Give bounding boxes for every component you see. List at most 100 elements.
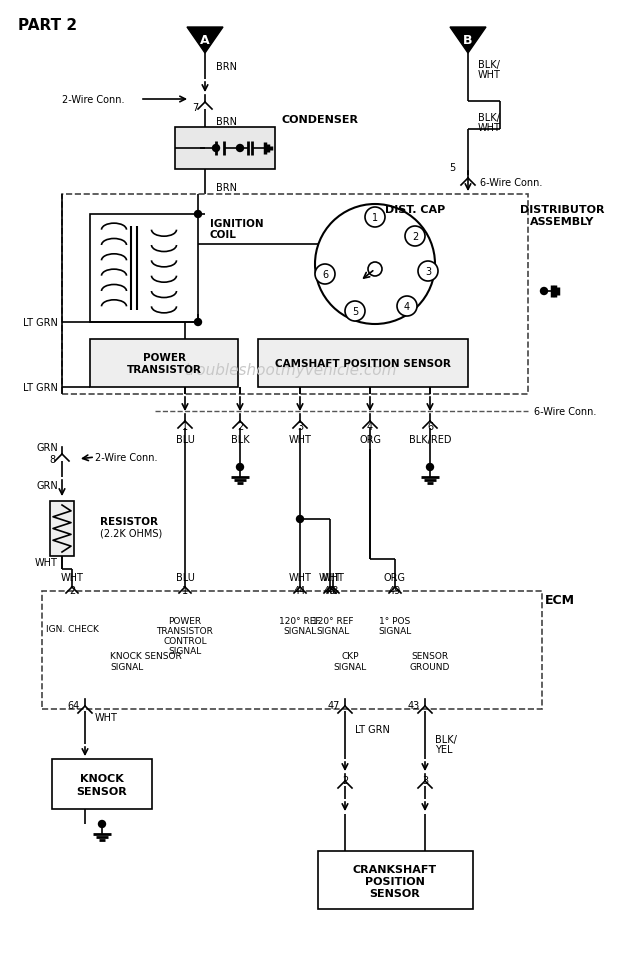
Text: CAMSHAFT POSITION SENSOR: CAMSHAFT POSITION SENSOR — [275, 359, 451, 368]
Text: BLU: BLU — [176, 434, 195, 445]
Circle shape — [213, 145, 219, 152]
Text: WHT: WHT — [35, 557, 58, 568]
Text: POWER: POWER — [169, 617, 201, 626]
Bar — [258, 340, 468, 388]
Text: PART 2: PART 2 — [18, 18, 77, 33]
Circle shape — [541, 288, 548, 296]
Text: BLK/: BLK/ — [435, 735, 457, 744]
Text: YEL: YEL — [435, 744, 452, 754]
Text: 120° REF: 120° REF — [279, 617, 321, 626]
Text: troubleshootmyvehicle.com: troubleshootmyvehicle.com — [184, 362, 396, 377]
Text: 2: 2 — [69, 585, 75, 595]
Bar — [42, 591, 542, 709]
Text: DIST. CAP: DIST. CAP — [385, 204, 445, 215]
Text: 6: 6 — [427, 422, 433, 431]
Text: WHT: WHT — [318, 573, 341, 582]
Text: 5: 5 — [352, 306, 358, 317]
Text: CRANKSHAFT: CRANKSHAFT — [353, 864, 437, 874]
Text: 2: 2 — [237, 422, 243, 431]
Text: ASSEMBLY: ASSEMBLY — [530, 217, 594, 227]
Text: 2: 2 — [342, 775, 348, 785]
Circle shape — [315, 265, 335, 285]
Circle shape — [405, 227, 425, 247]
Bar — [52, 760, 152, 809]
Text: CKP
SIGNAL: CKP SIGNAL — [333, 651, 366, 671]
Text: WHT: WHT — [95, 712, 118, 722]
Text: TRANSISTOR: TRANSISTOR — [156, 627, 213, 636]
Text: SIGNAL: SIGNAL — [284, 627, 316, 636]
Text: BLK/: BLK/ — [478, 60, 500, 70]
Text: 6: 6 — [322, 269, 328, 280]
Text: TRANSISTOR: TRANSISTOR — [127, 364, 201, 375]
Text: LT GRN: LT GRN — [23, 318, 58, 328]
Text: WHT: WHT — [321, 573, 344, 582]
Text: 44: 44 — [294, 585, 306, 595]
Bar — [90, 340, 238, 388]
Text: RESISTOR: RESISTOR — [100, 516, 158, 526]
Text: 2-Wire Conn.: 2-Wire Conn. — [62, 95, 124, 105]
Text: POSITION: POSITION — [365, 876, 425, 886]
Text: 1: 1 — [182, 585, 188, 595]
Circle shape — [237, 464, 243, 471]
Text: 49: 49 — [389, 585, 401, 595]
Text: 1° POS: 1° POS — [379, 617, 410, 626]
Text: 8: 8 — [50, 454, 56, 464]
Text: 2: 2 — [412, 232, 418, 241]
Text: WHT: WHT — [61, 573, 83, 582]
Text: WHT: WHT — [289, 434, 311, 445]
Text: SENSOR
GROUND: SENSOR GROUND — [410, 651, 450, 671]
Text: 120° REF: 120° REF — [312, 617, 353, 626]
Circle shape — [297, 516, 303, 523]
Circle shape — [418, 262, 438, 282]
Text: 4: 4 — [404, 301, 410, 312]
Text: COIL: COIL — [210, 230, 237, 239]
Text: 6-Wire Conn.: 6-Wire Conn. — [534, 407, 596, 417]
Text: CONDENSER: CONDENSER — [282, 115, 359, 125]
Text: BRN: BRN — [216, 62, 237, 72]
Bar — [175, 128, 275, 170]
Circle shape — [426, 464, 433, 471]
Text: BLK/RED: BLK/RED — [408, 434, 451, 445]
Text: POWER: POWER — [143, 353, 185, 362]
Text: BRN: BRN — [216, 183, 237, 193]
Text: WHT: WHT — [478, 123, 501, 133]
Bar — [90, 215, 198, 323]
Text: GRN: GRN — [36, 481, 58, 490]
Polygon shape — [450, 28, 486, 54]
Text: SENSOR: SENSOR — [370, 888, 420, 898]
Text: 3: 3 — [297, 422, 303, 431]
Text: LT GRN: LT GRN — [23, 383, 58, 392]
Circle shape — [345, 301, 365, 322]
Text: 48: 48 — [327, 585, 339, 595]
Text: 47: 47 — [328, 701, 340, 710]
Text: DISTRIBUTOR: DISTRIBUTOR — [520, 204, 604, 215]
Text: 3: 3 — [422, 775, 428, 785]
Text: 1: 1 — [182, 422, 188, 431]
Text: SENSOR: SENSOR — [77, 786, 127, 797]
Circle shape — [237, 145, 243, 152]
Circle shape — [98, 821, 106, 828]
Text: ORG: ORG — [359, 434, 381, 445]
Text: 64: 64 — [68, 701, 80, 710]
Text: 7: 7 — [192, 103, 198, 112]
Text: ORG: ORG — [384, 573, 406, 582]
Text: BLK: BLK — [231, 434, 249, 445]
Text: CONTROL: CONTROL — [163, 637, 207, 645]
Text: SIGNAL: SIGNAL — [378, 627, 412, 636]
Bar — [318, 851, 473, 909]
Text: B: B — [464, 35, 473, 47]
Text: A: A — [200, 35, 210, 47]
Text: KNOCK SENSOR
SIGNAL: KNOCK SENSOR SIGNAL — [110, 651, 182, 671]
Text: BRN: BRN — [216, 117, 237, 127]
Polygon shape — [187, 28, 223, 54]
Bar — [62, 195, 528, 394]
Circle shape — [315, 204, 435, 325]
Text: WHT: WHT — [289, 573, 311, 582]
Text: 6-Wire Conn.: 6-Wire Conn. — [480, 178, 543, 188]
Text: IGN. CHECK: IGN. CHECK — [46, 625, 98, 634]
Text: 48: 48 — [324, 585, 336, 595]
Circle shape — [195, 211, 201, 218]
Text: BLU: BLU — [176, 573, 195, 582]
Text: 3: 3 — [425, 266, 431, 277]
Text: 5: 5 — [449, 163, 455, 172]
